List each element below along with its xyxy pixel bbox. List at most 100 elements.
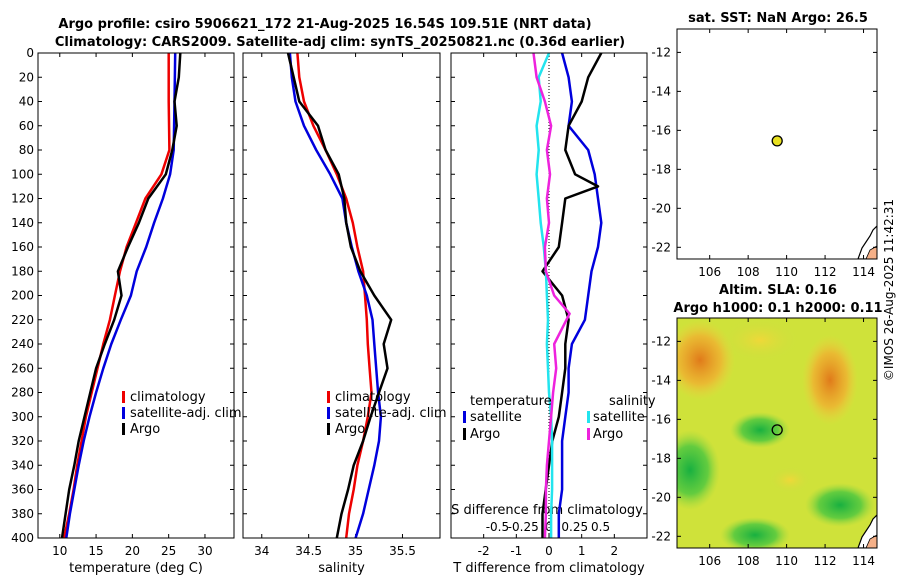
sla-map-panel: 106 108 110 112 114 -12 -14 -16 -18 -20 -22	[651, 317, 878, 568]
y-tick-label: -20	[651, 490, 671, 504]
series-line-climatology	[62, 53, 171, 539]
y-tick-label: 340	[11, 458, 34, 472]
y-tick-label: -20	[651, 201, 671, 215]
y-tick-label: 140	[11, 216, 34, 230]
s-tick-label: 0	[545, 520, 553, 534]
x-tick-label: 35.5	[389, 544, 416, 558]
x-tick-label: 30	[197, 544, 212, 558]
legend-label: satellite	[470, 410, 522, 425]
y-tick-label: 400	[11, 531, 34, 545]
copyright-timestamp: ©IMOS 26-Aug-2025 11:42:31	[882, 199, 896, 381]
legend-swatch	[587, 428, 590, 440]
y-tick-label: 280	[11, 386, 34, 400]
sst-map-title: sat. SST: NaN Argo: 26.5	[688, 11, 868, 26]
legend-label: satellite-adj. clim	[130, 406, 242, 421]
s-tick-label: -0.5	[486, 520, 509, 534]
legend-swatch	[463, 411, 466, 423]
title-line-2: Climatology: CARS2009. Satellite-adj cli…	[55, 35, 625, 50]
legend-label: Argo	[593, 427, 623, 442]
series-line-satellite-adj-clim	[65, 52, 177, 539]
legend-swatch	[327, 423, 330, 435]
legend-label: satellite-adj. clim	[335, 406, 447, 421]
y-tick-label: 260	[11, 361, 34, 375]
x-tick-label: 2	[611, 544, 619, 558]
series-line-s-argo	[532, 52, 571, 539]
x-tick-label: -2	[478, 544, 490, 558]
map-frame	[676, 317, 878, 549]
series-line-t-satellite	[557, 52, 603, 538]
x-tick-label: 10	[52, 544, 67, 558]
y-tick-label: -16	[651, 412, 671, 426]
sla-moderate-anomaly	[768, 466, 812, 494]
x-axis-label: T difference from climatology	[452, 561, 645, 576]
sla-low-anomaly	[805, 483, 875, 527]
y-tick-label: 80	[19, 143, 34, 157]
sst-map-panel: 106 108 110 112 114 -12 -14 -16 -18 -20 -22	[651, 28, 878, 279]
s-tick-label: -0.25	[508, 520, 539, 534]
series-line-argo	[286, 52, 393, 539]
legend-swatch	[587, 411, 590, 423]
legend-label: climatology	[335, 390, 411, 405]
x-tick-label: 108	[737, 554, 760, 568]
series-line-argo	[60, 52, 182, 539]
legend-swatch	[327, 391, 330, 403]
x-tick-label: 112	[814, 265, 837, 279]
temperature-panel: 0 20 40 60 80 100 120 140 160 180 200 220 240 260 280 3…	[11, 46, 242, 576]
legend-header: temperature	[470, 394, 552, 409]
legend-swatch	[122, 407, 125, 419]
y-tick-label: 120	[11, 192, 34, 206]
y-tick-label: -16	[651, 123, 671, 137]
x-tick-label: 112	[814, 554, 837, 568]
sla-low-anomaly	[677, 430, 720, 510]
x-axis-label: salinity	[318, 561, 365, 576]
y-tick-label: 40	[19, 95, 34, 109]
y-tick-label: 220	[11, 313, 34, 327]
legend-header: salinity	[609, 394, 656, 409]
x-tick-label: 34	[254, 544, 269, 558]
x-tick-label: 0	[545, 544, 553, 558]
sla-low-anomaly	[730, 412, 790, 448]
land-shape	[865, 534, 877, 548]
y-tick-label: 380	[11, 507, 34, 521]
x-tick-label: 114	[852, 265, 875, 279]
legend-label: Argo	[130, 422, 160, 437]
x-axis-label: temperature (deg C)	[69, 561, 203, 576]
x-tick-label: 110	[775, 554, 798, 568]
y-tick-label: -18	[651, 162, 671, 176]
sla-high-anomaly	[802, 335, 858, 425]
y-tick-label: -22	[651, 240, 671, 254]
y-tick-label: 180	[11, 264, 34, 278]
legend-swatch	[122, 423, 125, 435]
y-tick-label: 60	[19, 119, 34, 133]
x-tick-label: 114	[852, 554, 875, 568]
sla-argo-heights: Argo h1000: 0.1 h2000: 0.11	[673, 301, 882, 316]
salinity-panel: 34 34.5 35 35.5 salinity climatologysatellite…	[242, 52, 447, 576]
y-tick-label: 300	[11, 410, 34, 424]
plot-frame	[37, 52, 235, 539]
y-tick-label: 360	[11, 483, 34, 497]
series-line-t-argo	[541, 52, 603, 538]
legend-label: Argo	[335, 422, 365, 437]
y-tick-label: 100	[11, 167, 34, 181]
sla-moderate-anomaly	[720, 318, 800, 362]
series-line-climatology	[296, 52, 373, 539]
series-line-s-satellite	[535, 52, 554, 538]
x-tick-label: -1	[510, 544, 522, 558]
argo-float-marker	[771, 135, 783, 147]
x-tick-label: 25	[161, 544, 176, 558]
y-tick-label: -22	[651, 529, 671, 543]
x-tick-label: 1	[578, 544, 586, 558]
x-tick-label: 34.5	[295, 544, 322, 558]
title-line-1: Argo profile: csiro 5906621_172 21-Aug-2…	[58, 17, 591, 32]
x-tick-label: 15	[88, 544, 103, 558]
y-tick-label: -12	[651, 45, 671, 59]
legend-label: satellite	[593, 410, 645, 425]
x-tick-label: 35	[348, 544, 363, 558]
y-tick-label: 200	[11, 289, 34, 303]
y-tick-label: -14	[651, 373, 671, 387]
x-tick-label: 110	[775, 265, 798, 279]
land-shape	[865, 245, 877, 259]
legend-swatch	[122, 391, 125, 403]
y-tick-label: 160	[11, 240, 34, 254]
